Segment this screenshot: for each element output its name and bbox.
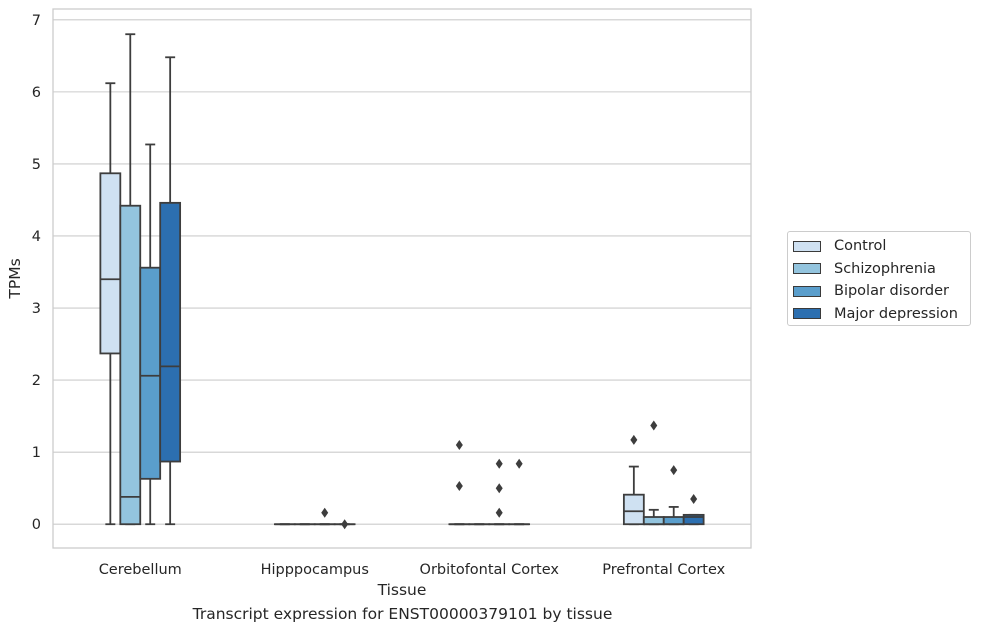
outlier-point [650,420,658,431]
outlier-point [515,458,523,469]
box [99,172,122,355]
legend-swatch-bipolar-disorder [793,285,821,297]
legend-swatch-control [793,240,821,252]
y-tick-label: 7 [32,13,41,29]
y-tick-label: 0 [32,517,41,533]
legend-label: Bipolar disorder [834,283,949,300]
x-tick-label: Orbitofontal Cortex [420,562,560,578]
box [159,201,182,463]
y-tick-label: 2 [32,373,41,389]
outlier-point [495,483,503,494]
outlier-point [495,458,503,469]
legend: Control Schizophrenia Bipolar disorder M… [787,231,971,326]
outlier-point [341,519,349,530]
legend-item-major-depression: Major depression [788,303,970,326]
legend-label: Schizophrenia [834,260,936,277]
x-axis-label: Tissue [377,581,427,599]
outlier-point [690,494,698,504]
y-tick-label: 6 [32,85,41,101]
legend-item-schizophrenia: Schizophrenia [788,258,970,281]
legend-item-control: Control [788,235,970,258]
x-tick-label: Hipppocampus [261,562,369,578]
x-tick-label: Prefrontal Cortex [602,562,725,578]
y-tick-label: 1 [32,445,41,461]
box [119,204,142,526]
outlier-point [630,434,638,445]
box [622,493,645,526]
outlier-point [670,465,678,476]
outlier-point [321,507,329,518]
plot-frame [52,8,752,549]
box [642,516,665,526]
legend-item-bipolar-disorder: Bipolar disorder [788,280,970,303]
box [139,266,162,480]
outlier-point [455,439,463,450]
y-axis-label: TPMs [6,258,24,299]
box [682,513,705,526]
legend-swatch-schizophrenia [793,263,821,275]
box [662,516,685,526]
outlier-point [455,481,463,492]
chart-caption: Transcript expression for ENST0000037910… [192,605,613,623]
legend-swatch-major-depression [793,308,821,320]
outlier-point [495,507,503,518]
legend-label: Major depression [834,305,958,322]
y-tick-label: 3 [32,301,41,317]
legend-label: Control [834,238,887,255]
y-tick-label: 4 [32,229,41,245]
y-tick-label: 5 [32,157,41,173]
x-tick-label: Cerebellum [99,562,182,578]
